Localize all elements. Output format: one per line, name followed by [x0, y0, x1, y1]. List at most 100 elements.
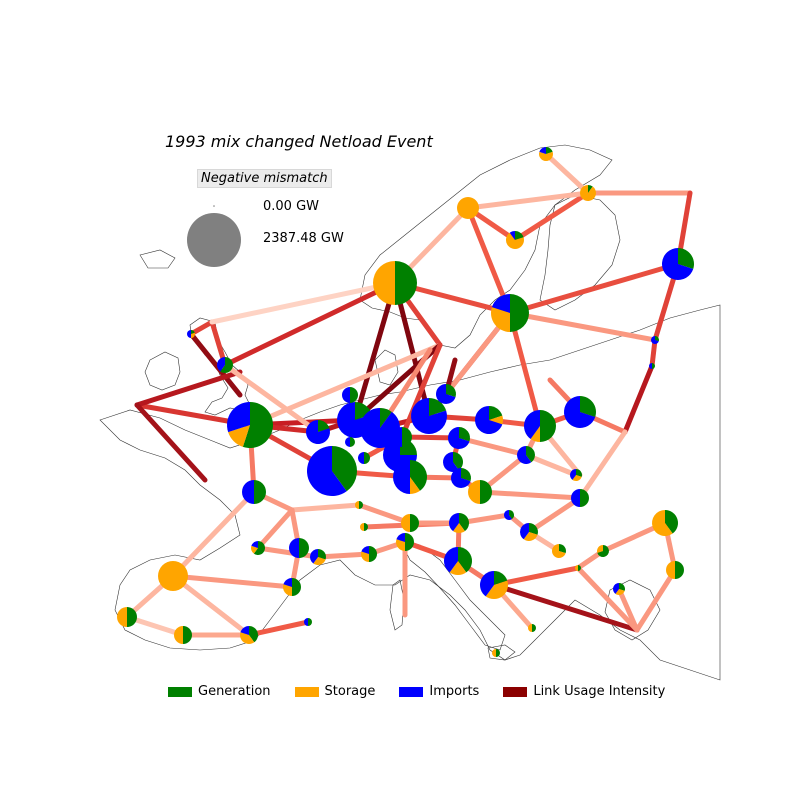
- node-pie-27: [468, 480, 492, 504]
- size-legend-small-circle: [213, 205, 215, 207]
- node-slice-8-2: [649, 363, 652, 369]
- node-slice-57-0: [496, 649, 500, 657]
- node-slice-5-2: [539, 147, 546, 154]
- node-slice-9-0: [220, 357, 233, 374]
- node-slice-49-0: [494, 571, 508, 585]
- node-slice-21-2: [443, 452, 459, 472]
- node-pie-22: [451, 468, 472, 488]
- node-pie-46: [361, 546, 377, 562]
- node-slice-5-1: [539, 151, 553, 161]
- link-line-81: [170, 489, 257, 579]
- node-pie-55: [304, 618, 312, 626]
- link-line-24: [188, 331, 243, 398]
- node-slice-37-2: [504, 510, 512, 520]
- node-slice-17-2: [393, 460, 410, 494]
- link-line-51: [289, 502, 362, 513]
- link-line-89: [222, 362, 321, 435]
- node-pie-23: [475, 406, 503, 435]
- node-slice-36-0: [459, 513, 469, 532]
- node-pie-17: [393, 460, 427, 494]
- node-slice-22-2: [451, 468, 471, 488]
- link-line-1: [222, 280, 398, 368]
- node-pie-34: [360, 523, 368, 531]
- node-slice-26-0: [526, 446, 535, 463]
- node-slice-36-1: [453, 523, 465, 533]
- node-slice-42-1: [615, 589, 625, 596]
- node-slice-8-0: [652, 363, 655, 369]
- node-slice-1-2: [491, 294, 510, 313]
- node-pie-1: [491, 294, 529, 332]
- link-line-71: [315, 551, 372, 560]
- legend-swatch-imports: [399, 686, 424, 697]
- link-line-9: [507, 310, 658, 343]
- link-line-80: [170, 573, 252, 638]
- node-slice-47-2: [396, 533, 405, 542]
- node-slice-58-0: [350, 387, 358, 403]
- node-slice-22-0: [461, 468, 472, 482]
- link-line-66: [634, 567, 678, 633]
- node-pie-43: [251, 541, 265, 555]
- node-slice-29-0: [580, 489, 589, 507]
- node-slice-52-0: [127, 607, 137, 627]
- node-slice-18-0: [429, 398, 447, 416]
- node-slice-7-0: [655, 336, 659, 342]
- link-line-22: [188, 319, 215, 337]
- node-slice-59-0: [364, 452, 370, 464]
- node-slice-53-1: [174, 626, 183, 644]
- node-slice-46-2: [361, 546, 369, 554]
- node-slice-31-0: [675, 561, 684, 579]
- node-slice-13-0: [318, 420, 330, 432]
- node-slice-0-1: [373, 261, 395, 305]
- node-slice-60-0: [350, 437, 355, 447]
- node-slice-36-2: [448, 513, 459, 532]
- node-pie-60: [345, 437, 355, 447]
- node-slice-1-0: [510, 294, 529, 332]
- node-slice-28-2: [570, 469, 576, 480]
- node-pie-56: [528, 624, 536, 632]
- node-pie-29: [571, 489, 589, 507]
- link-line-12: [543, 151, 591, 196]
- node-slice-30-1: [651, 510, 673, 536]
- node-pie-49: [480, 571, 508, 599]
- node-pie-44: [289, 538, 309, 558]
- node-slice-23-2: [475, 406, 503, 435]
- node-slice-58-2: [342, 387, 350, 403]
- node-slice-56-1: [528, 624, 532, 632]
- node-slice-25-2: [564, 396, 596, 428]
- node-pie-40: [597, 545, 609, 558]
- node-slice-17-0: [410, 460, 427, 491]
- node-slice-3-1: [506, 232, 524, 249]
- node-slice-43-1: [251, 545, 258, 554]
- map-title: 1993 mix changed Netload Event: [165, 132, 433, 151]
- node-slice-42-0: [619, 583, 625, 591]
- node-slice-5-0: [546, 147, 553, 154]
- node-slice-53-0: [183, 626, 192, 644]
- size-legend-large-label: 2387.48 GW: [263, 231, 344, 246]
- node-slice-45-2: [310, 549, 318, 564]
- node-slice-18-2: [410, 398, 447, 434]
- link-line-11: [512, 190, 591, 243]
- node-slice-50-0: [292, 578, 301, 596]
- node-pie-6: [662, 248, 694, 280]
- node-slice-28-0: [576, 469, 582, 477]
- link-line-44: [456, 435, 529, 458]
- node-pie-36: [448, 513, 469, 533]
- node-slice-50-2: [283, 578, 292, 587]
- node-slice-17-1: [410, 477, 420, 494]
- node-pie-13: [306, 420, 330, 445]
- node-slice-6-0: [678, 248, 694, 269]
- node-slice-11-0: [242, 402, 274, 449]
- node-slice-46-1: [361, 551, 369, 562]
- node-slice-9-2: [217, 357, 225, 372]
- node-slice-23-0: [489, 406, 503, 420]
- node-slice-56-0: [532, 624, 536, 632]
- node-slice-38-0: [529, 523, 538, 535]
- node-pie-35: [401, 514, 419, 532]
- size-legend-large-circle: [187, 213, 241, 267]
- node-slice-47-0: [405, 533, 414, 551]
- node-slice-12-0: [332, 446, 358, 492]
- node-pie-26: [516, 446, 535, 464]
- node-slice-26-2: [516, 446, 532, 464]
- node-slice-25-0: [580, 396, 596, 417]
- node-slice-54-2: [240, 626, 249, 635]
